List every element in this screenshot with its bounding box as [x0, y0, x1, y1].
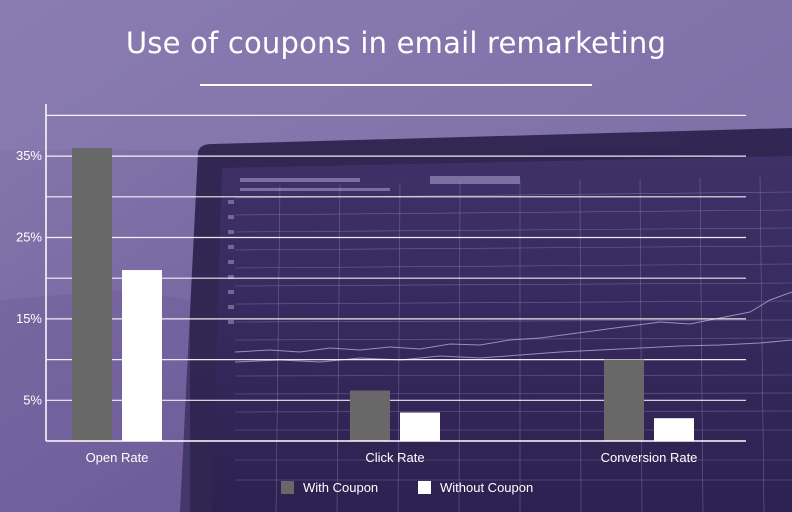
legend-item: With Coupon: [281, 480, 378, 495]
bar: [350, 390, 390, 441]
legend-swatch: [281, 481, 294, 494]
bar: [72, 147, 112, 441]
x-tick-label: Click Rate: [365, 450, 424, 465]
legend-label: Without Coupon: [440, 480, 534, 495]
x-tick-label: Open Rate: [86, 450, 149, 465]
chart-title: Use of coupons in email remarketing: [125, 26, 667, 60]
legend-label: With Coupon: [303, 480, 379, 495]
bar: [654, 418, 694, 441]
bar: [122, 270, 162, 441]
bar: [604, 359, 644, 441]
legend-swatch: [418, 481, 431, 494]
bar: [400, 412, 440, 441]
y-tick-label: 15%: [16, 311, 42, 326]
y-tick-label: 25%: [16, 230, 42, 245]
title-underline: [200, 84, 592, 86]
y-tick-label: 5%: [23, 392, 42, 407]
x-tick-label: Conversion Rate: [601, 450, 698, 465]
chart-legend: With Coupon Without Coupon: [0, 480, 792, 500]
y-tick-label: 35%: [16, 148, 42, 163]
legend-item: Without Coupon: [418, 480, 533, 495]
